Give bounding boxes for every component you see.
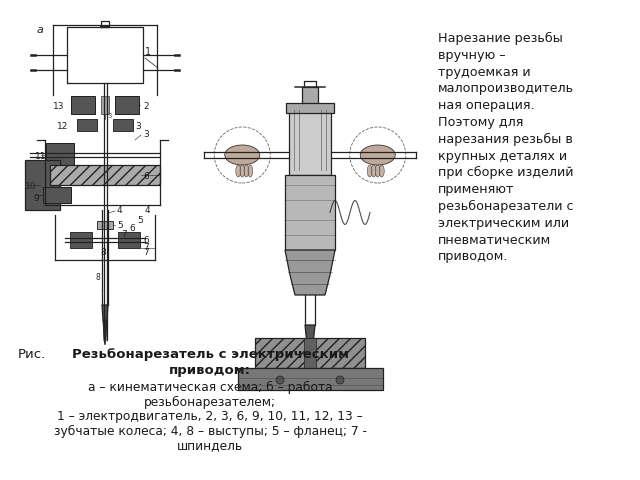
- Text: 3: 3: [143, 130, 148, 139]
- Text: резьбонарезателем;: резьбонарезателем;: [144, 396, 276, 408]
- Bar: [286, 103, 334, 113]
- Text: 12: 12: [57, 122, 68, 131]
- Text: Нарезание резьбы: Нарезание резьбы: [438, 32, 563, 45]
- Ellipse shape: [244, 165, 249, 177]
- Text: Резьбонарезатель с электрическим: Резьбонарезатель с электрическим: [72, 348, 349, 361]
- Bar: [71, 96, 95, 114]
- Bar: [113, 119, 133, 131]
- Text: приводом.: приводом.: [438, 251, 509, 264]
- Ellipse shape: [240, 165, 244, 177]
- Text: 3: 3: [107, 113, 111, 119]
- Circle shape: [336, 376, 344, 384]
- Text: 6: 6: [129, 224, 135, 233]
- Text: трудоемкая и: трудоемкая и: [438, 66, 531, 79]
- Text: 1 – электродвигатель, 2, 3, 6, 9, 10, 11, 12, 13 –: 1 – электродвигатель, 2, 3, 6, 9, 10, 11…: [57, 410, 363, 423]
- Text: резьбонарезатели с: резьбонарезатели с: [438, 200, 573, 213]
- Text: 5: 5: [117, 221, 123, 230]
- Ellipse shape: [375, 165, 380, 177]
- Bar: [25, 160, 60, 210]
- Text: 10: 10: [25, 182, 36, 191]
- Ellipse shape: [236, 165, 241, 177]
- Text: ная операция.: ная операция.: [438, 99, 534, 112]
- Text: Рис.: Рис.: [18, 348, 46, 361]
- Bar: [304, 338, 316, 368]
- Bar: [46, 143, 74, 167]
- Bar: [302, 87, 318, 105]
- Text: Поэтому для: Поэтому для: [438, 116, 524, 129]
- Text: 1: 1: [145, 47, 151, 57]
- Bar: [50, 165, 160, 185]
- Bar: [77, 119, 97, 131]
- Text: электрическим или: электрическим или: [438, 217, 569, 230]
- Ellipse shape: [225, 145, 260, 165]
- Text: а – кинематическая схема; б – работа: а – кинематическая схема; б – работа: [88, 381, 332, 394]
- Text: шпиндель: шпиндель: [177, 439, 243, 452]
- Bar: [115, 96, 139, 114]
- Text: 8: 8: [95, 273, 100, 282]
- Bar: [118, 232, 140, 248]
- Text: 9: 9: [33, 194, 39, 203]
- Text: 7: 7: [121, 230, 127, 239]
- Text: 6: 6: [143, 236, 148, 245]
- Text: 2: 2: [143, 102, 148, 111]
- Bar: [97, 221, 113, 229]
- Ellipse shape: [380, 165, 384, 177]
- Ellipse shape: [248, 165, 253, 177]
- Ellipse shape: [371, 165, 376, 177]
- Text: a: a: [37, 25, 44, 35]
- Text: 13: 13: [53, 102, 65, 111]
- Bar: [255, 338, 365, 368]
- Text: крупных деталях и: крупных деталях и: [438, 150, 567, 163]
- Text: вручную –: вручную –: [438, 49, 506, 62]
- Text: 8: 8: [100, 248, 106, 257]
- Text: 6: 6: [143, 172, 148, 181]
- Bar: [285, 175, 335, 250]
- Text: 4: 4: [145, 206, 150, 215]
- Bar: [237, 368, 383, 390]
- Ellipse shape: [367, 165, 372, 177]
- Text: применяют: применяют: [438, 183, 515, 196]
- Polygon shape: [305, 325, 315, 353]
- Text: 5: 5: [137, 216, 143, 225]
- Text: 3: 3: [135, 122, 141, 131]
- Text: зубчатые колеса; 4, 8 – выступы; 5 – фланец; 7 -: зубчатые колеса; 4, 8 – выступы; 5 – фла…: [54, 424, 367, 438]
- Text: при сборке изделий: при сборке изделий: [438, 167, 573, 180]
- Bar: [43, 187, 71, 203]
- Circle shape: [276, 376, 284, 384]
- Text: 7: 7: [143, 243, 148, 252]
- Bar: [289, 105, 331, 175]
- Text: 4: 4: [117, 206, 123, 215]
- Polygon shape: [285, 250, 335, 295]
- Text: малопроизводитель: малопроизводитель: [438, 83, 574, 96]
- Text: приводом:: приводом:: [169, 364, 251, 377]
- Polygon shape: [103, 320, 107, 345]
- Text: пневматическим: пневматическим: [438, 234, 551, 247]
- Text: 11: 11: [35, 152, 47, 161]
- Bar: [101, 96, 109, 114]
- Ellipse shape: [360, 145, 396, 165]
- Text: 7: 7: [143, 248, 148, 257]
- Bar: [70, 232, 92, 248]
- Polygon shape: [102, 305, 108, 330]
- Text: нарезания резьбы в: нарезания резьбы в: [438, 133, 573, 146]
